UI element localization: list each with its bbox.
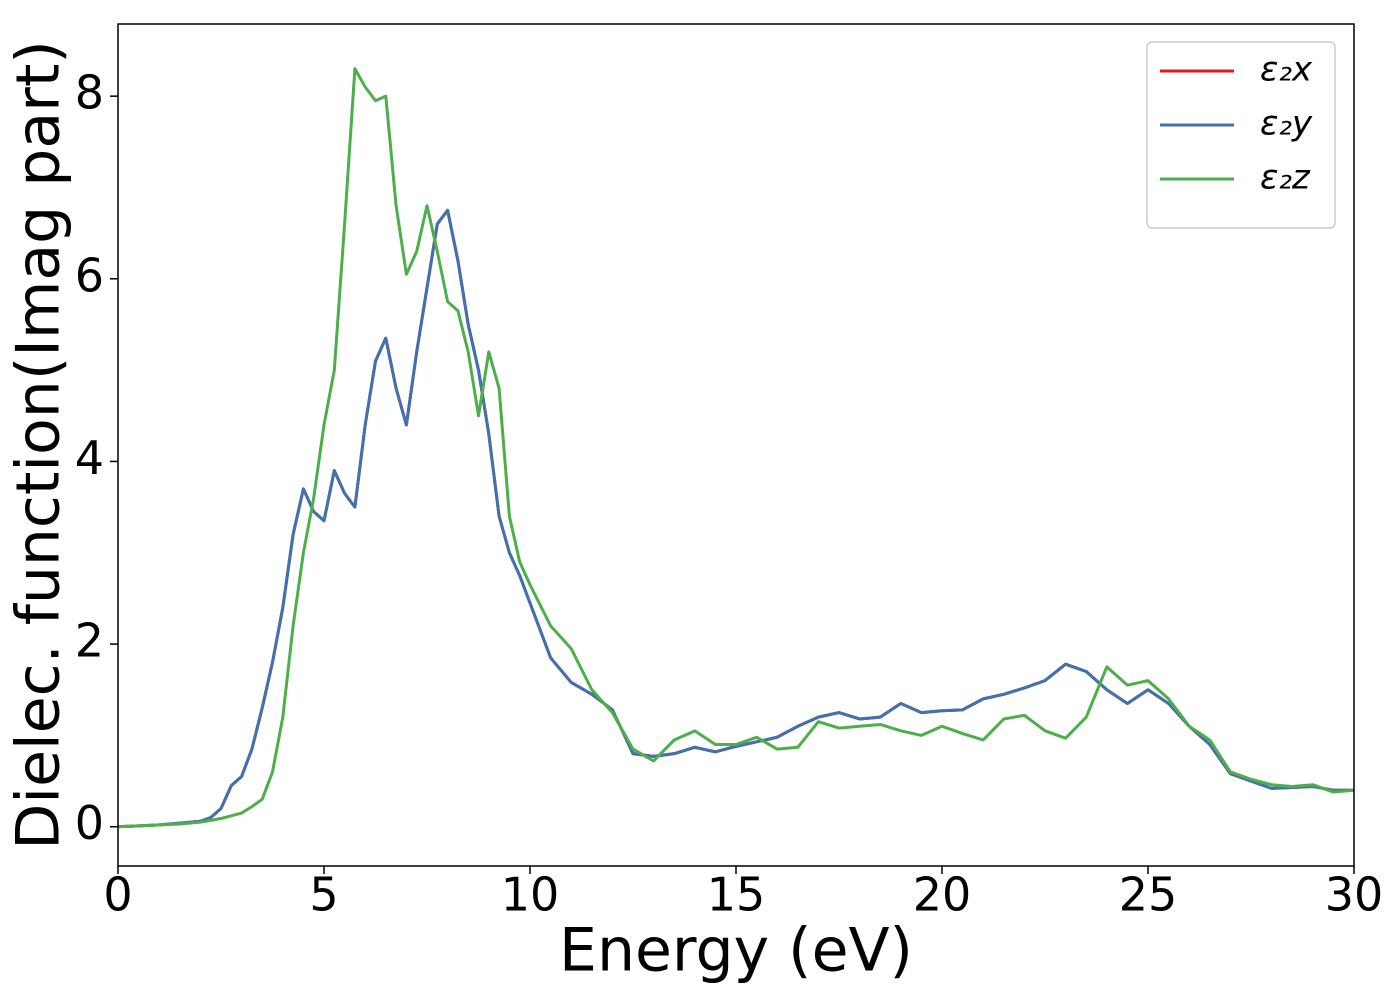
y-axis-label: Dielec. function(Imag part) xyxy=(4,40,74,850)
y-tick-label: 2 xyxy=(75,614,104,668)
y-tick-label: 8 xyxy=(75,66,104,120)
data-line xyxy=(118,67,1354,829)
legend: ε₂x ε₂y ε₂z xyxy=(1146,41,1336,229)
data-line xyxy=(118,208,1354,829)
x-tick-label: 5 xyxy=(309,868,338,922)
legend-box xyxy=(1146,41,1336,229)
plot-frame xyxy=(117,23,1355,867)
legend-label: ε₂y xyxy=(1260,104,1313,144)
y-tick-label: 0 xyxy=(75,796,104,850)
y-tick-label: 4 xyxy=(75,431,104,485)
x-tick-label: 15 xyxy=(707,868,766,922)
x-tick-label: 10 xyxy=(501,868,560,922)
y-tick-label: 6 xyxy=(75,248,104,302)
x-axis-label: Energy (eV) xyxy=(559,916,913,986)
x-tick-label: 30 xyxy=(1325,868,1384,922)
x-tick-label: 0 xyxy=(103,868,132,922)
data-line xyxy=(118,208,1354,829)
x-tick-label: 20 xyxy=(913,868,972,922)
legend-label: ε₂z xyxy=(1260,158,1311,198)
x-tick-label: 25 xyxy=(1119,868,1178,922)
legend-label: ε₂x xyxy=(1260,50,1313,90)
